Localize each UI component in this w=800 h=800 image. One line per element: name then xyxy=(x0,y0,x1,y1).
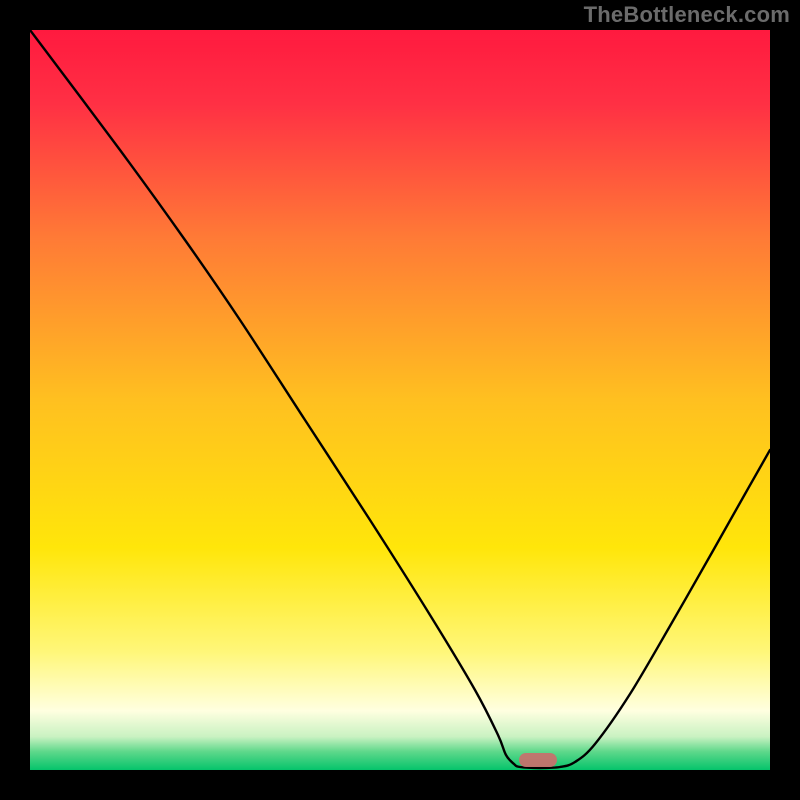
plot-area xyxy=(30,30,770,770)
bottleneck-curve xyxy=(30,30,770,770)
watermark-label: TheBottleneck.com xyxy=(584,2,790,28)
bottleneck-chart: TheBottleneck.com xyxy=(0,0,800,800)
optimal-point-marker xyxy=(519,753,557,767)
